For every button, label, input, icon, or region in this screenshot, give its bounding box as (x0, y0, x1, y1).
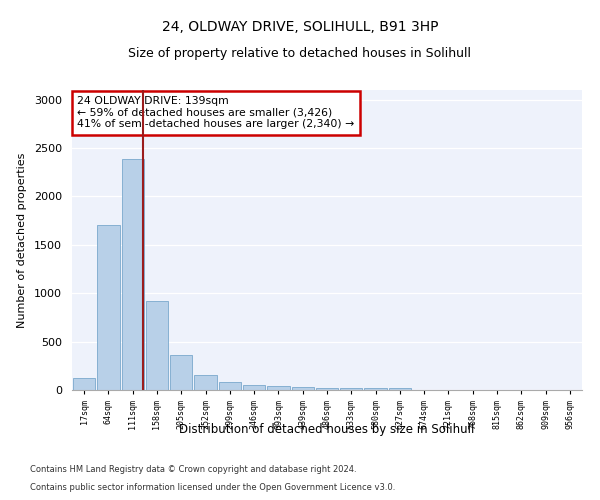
Text: 24, OLDWAY DRIVE, SOLIHULL, B91 3HP: 24, OLDWAY DRIVE, SOLIHULL, B91 3HP (162, 20, 438, 34)
Bar (194, 375, 217, 390)
Bar (316, 388, 338, 390)
Bar (146, 301, 168, 390)
Text: Contains HM Land Registry data © Crown copyright and database right 2024.: Contains HM Land Registry data © Crown c… (30, 465, 356, 474)
Text: 24 OLDWAY DRIVE: 139sqm
← 59% of detached houses are smaller (3,426)
41% of semi: 24 OLDWAY DRIVE: 139sqm ← 59% of detache… (77, 96, 355, 129)
Bar (292, 387, 314, 390)
Bar (267, 386, 290, 390)
Bar (364, 388, 387, 390)
Bar (243, 384, 265, 390)
Bar (389, 388, 411, 390)
Bar (97, 226, 119, 390)
Text: Distribution of detached houses by size in Solihull: Distribution of detached houses by size … (179, 422, 475, 436)
Bar (218, 382, 241, 390)
Bar (170, 355, 193, 390)
Text: Contains public sector information licensed under the Open Government Licence v3: Contains public sector information licen… (30, 482, 395, 492)
Y-axis label: Number of detached properties: Number of detached properties (17, 152, 27, 328)
Bar (73, 378, 95, 390)
Bar (340, 388, 362, 390)
Bar (122, 158, 144, 390)
Text: Size of property relative to detached houses in Solihull: Size of property relative to detached ho… (128, 48, 472, 60)
